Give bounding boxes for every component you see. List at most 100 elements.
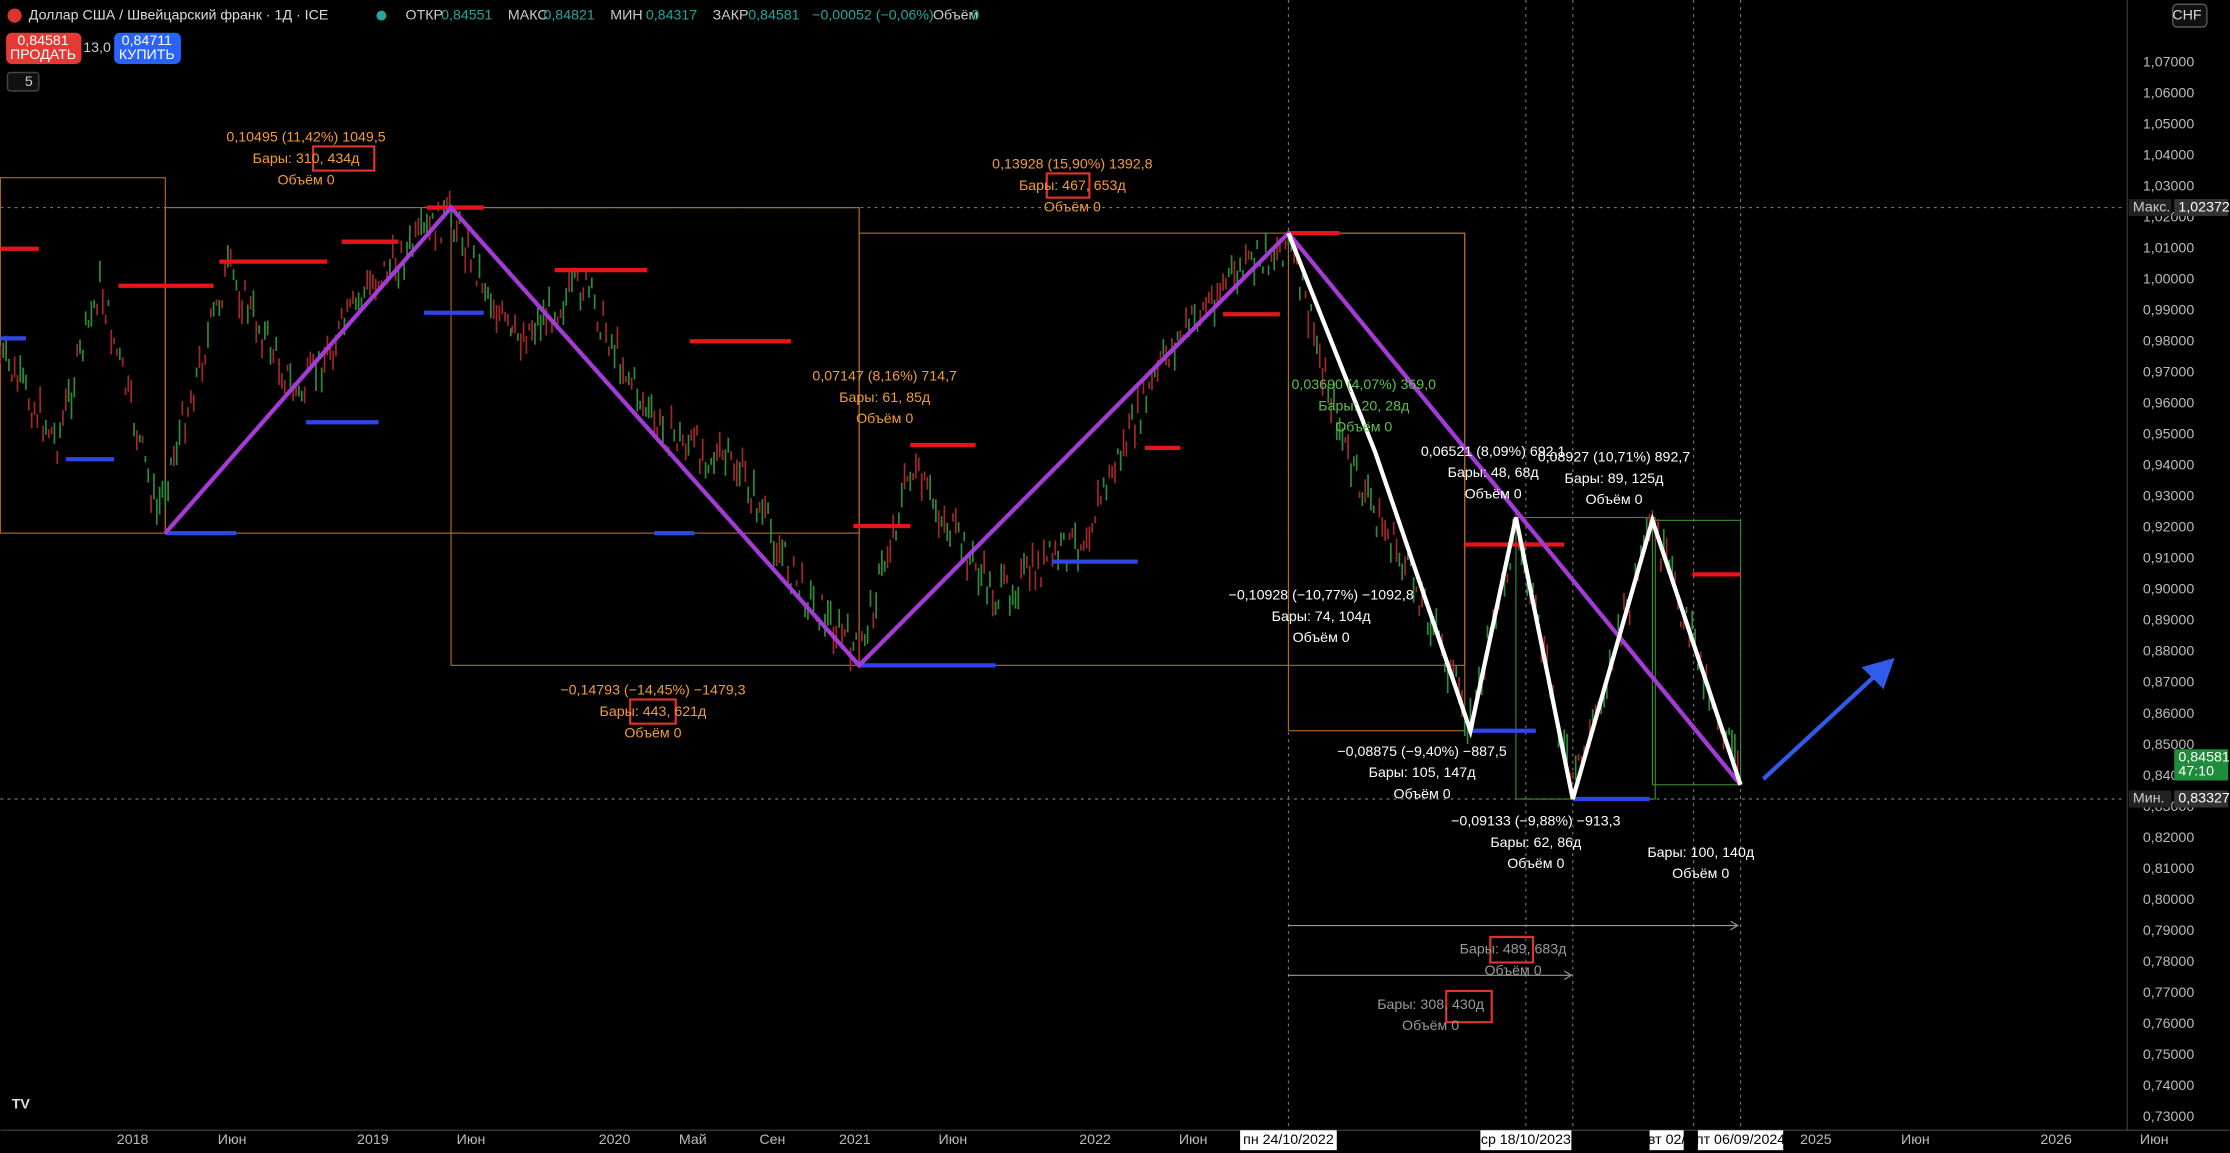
price-tick-label: 0,89000 [2143,613,2194,629]
annotation-text: Объём 0 [277,172,334,188]
time-tick-label: 2018 [117,1132,149,1148]
range-box [1651,519,1742,786]
time-marker-badge [1240,1130,1337,1151]
logo: TV [12,1096,31,1112]
price-tick-label: 0,81000 [2143,861,2194,877]
ohlc-label: МАКС [508,7,548,23]
quantity: 5 [25,74,33,90]
highlight-box [1489,935,1535,964]
time-tick-label: Июн [1179,1132,1208,1148]
annotation-text: Бары: 310, 434д [253,151,361,167]
annotation-text: Бары: 105, 147д [1369,765,1477,781]
symbol: Доллар США / Швейцарский франк · 1Д · IC… [29,7,329,23]
annotation-text: Объём 0 [1044,199,1101,215]
price-tick-label: 0,85000 [2143,737,2194,753]
annotation-text: Объём 0 [1507,856,1564,872]
volume-label: Объём [933,7,978,23]
arrow-line [1761,672,1879,781]
time-tick-label: 2025 [1800,1132,1832,1148]
annotation-text: Бары: 74, 104д [1272,609,1372,625]
annotation-text: Бары: 308, 430д [1377,997,1485,1013]
time-tick-label: 2022 [1079,1132,1111,1148]
price-tick-label: 0,79000 [2143,923,2194,939]
max-label: Макс. [2133,199,2170,215]
price-tick-label: 1,00000 [2143,271,2194,287]
annotation-text: Объём 0 [624,725,681,741]
highlight-box [1045,172,1091,199]
price-tick-label: 0,86000 [2143,706,2194,722]
min-value-badge [2174,790,2229,808]
buy-button[interactable] [114,32,181,64]
time-tick-label: Июн [457,1132,486,1148]
highlight-box [629,698,677,725]
time-marker-badge [1480,1130,1572,1151]
measure-arrows [1288,920,1739,981]
price-tick-label: 1,06000 [2143,85,2194,101]
last-price: 0,84581 [2178,750,2229,766]
price-tick-label: 0,77000 [2143,985,2194,1001]
time-marker: ср 18/10/2023 [1481,1132,1571,1148]
time-tick-label: Июн [218,1132,247,1148]
ohlc-label: ОТКР [406,7,443,23]
time-tick-label: 2021 [839,1132,871,1148]
annotation-text: Объём 0 [856,411,913,427]
annotation-text: Бары: 48, 68д [1448,465,1540,481]
time-tick-label: Сен [759,1132,785,1148]
annotation-text: Бары: 100, 140д [1647,845,1755,861]
min-value: 0,83327 [2178,791,2229,807]
zigzag-major [163,204,1743,787]
annotation-text: 0,03690 (4,07%) 369,0 [1292,377,1437,393]
price-tick-label: 0,87000 [2143,675,2194,691]
forecast-arrow [1761,657,1895,781]
time-tick-label: 2019 [357,1132,389,1148]
annotation-text: Объём 0 [1485,963,1542,979]
arrow-head [1730,920,1739,931]
annotation-text: −0,08875 (−9,40%) −887,5 [1337,744,1506,760]
ohlc-label: ЗАКР [713,7,749,23]
min-label: Мин. [2133,791,2165,807]
price-tick-label: 0,95000 [2143,427,2194,443]
price-tick-label: 0,80000 [2143,892,2194,908]
price-tick-label: 0,74000 [2143,1078,2194,1094]
time-tick-label: Май [679,1132,707,1148]
price-tick-label: 0,82000 [2143,830,2194,846]
price-tick-label: 0,94000 [2143,458,2194,474]
time-tick-label: Июн [2140,1132,2169,1148]
sell-label: ПРОДАТЬ [10,47,76,63]
annotation-text: 0,10495 (11,42%) 1049,5 [226,130,385,146]
quantity-button[interactable] [6,71,40,92]
annotation-text: Объём 0 [1293,630,1350,646]
spread: 13,0 [83,40,111,56]
arrow-head [1861,657,1895,690]
last-price-badge [2174,749,2229,781]
annotation-text: Объём 0 [1585,492,1642,508]
currency: CHF [2172,7,2202,23]
price-tick-label: 1,05000 [2143,116,2194,132]
buy-price: 0,84711 [122,33,172,49]
time-marker: вт 02/ [1648,1132,1685,1148]
currency-button[interactable] [2172,3,2208,28]
annotation-text: 0,07147 (8,16%) 714,7 [812,369,957,385]
price-tick-label: 0,98000 [2143,333,2194,349]
annotation-text: Объём 0 [1402,1018,1459,1034]
price-tick-label: 0,75000 [2143,1047,2194,1063]
max-value-badge [2174,199,2229,217]
max-value: 1,02372 [2178,199,2229,215]
annotation-text: 0,08927 (10,71%) 892,7 [1538,450,1691,466]
price-tick-label: 0,91000 [2143,551,2194,567]
price-tick-label: 1,04000 [2143,147,2194,163]
price-tick-label: 1,01000 [2143,240,2194,256]
symbol-flag [7,8,22,23]
annotation-text: −0,14793 (−14,45%) −1479,3 [560,683,745,699]
price-tick-label: 0,88000 [2143,644,2194,660]
ohlc-value: 0,84821 [543,7,594,23]
min-badge [2128,790,2172,808]
annotation-text: Бары: 467, 653д [1019,178,1127,194]
guides [0,0,2126,1131]
time-marker-badge [1649,1130,1684,1151]
price-tick-label: 0,93000 [2143,489,2194,505]
sell-button[interactable] [6,32,82,64]
highlight-box [1445,989,1493,1024]
